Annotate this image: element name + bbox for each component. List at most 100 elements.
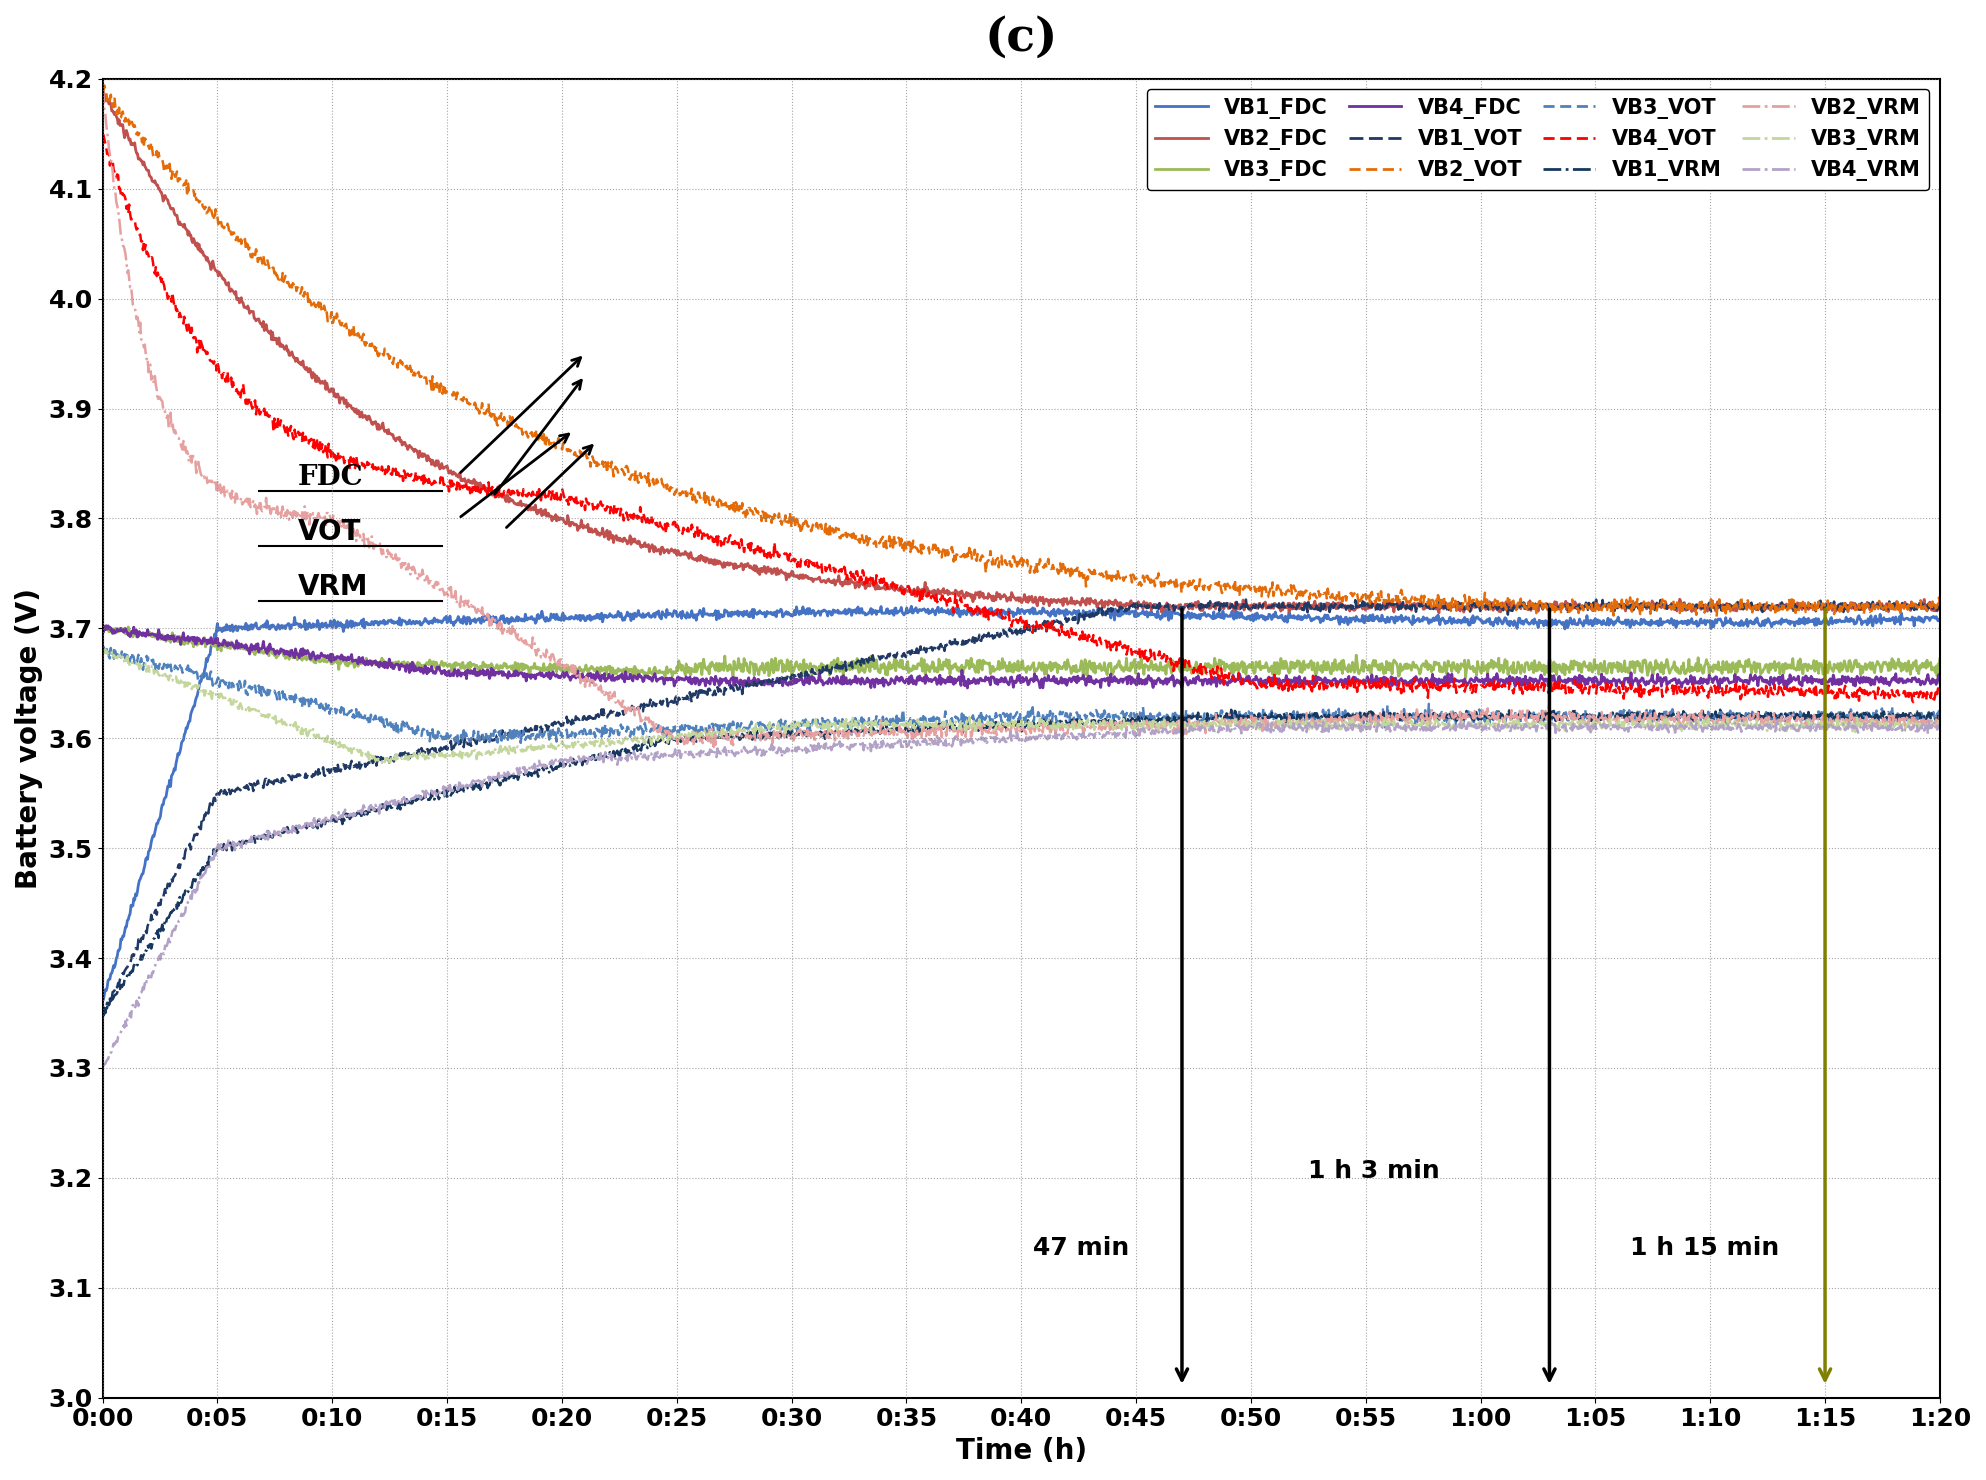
Legend: VB1_FDC, VB2_FDC, VB3_FDC, VB4_FDC, VB1_VOT, VB2_VOT, VB3_VOT, VB4_VOT, VB1_VRM,: VB1_FDC, VB2_FDC, VB3_FDC, VB4_FDC, VB1_… <box>1148 89 1930 189</box>
VB3_VRM <box>1877 719 1901 737</box>
VB1_FDC <box>1539 614 1563 632</box>
Text: 1 h 15 min: 1 h 15 min <box>1631 1236 1779 1259</box>
VB2_VRM <box>1875 712 1899 730</box>
VB1_VOT <box>1877 596 1901 614</box>
VB2_FDC <box>1928 596 1952 614</box>
Text: 1 h 3 min: 1 h 3 min <box>1309 1159 1440 1183</box>
VB3_VOT <box>1539 706 1563 724</box>
VB1_FDC <box>1875 613 1899 630</box>
VB1_FDC <box>985 605 1009 623</box>
VB4_FDC <box>93 617 117 635</box>
VB3_FDC <box>937 651 961 669</box>
VB2_VRM <box>91 78 115 96</box>
VB3_FDC <box>626 670 649 688</box>
VB2_VOT <box>1875 599 1899 617</box>
VB3_VOT <box>185 665 209 682</box>
VB2_VOT <box>93 77 117 95</box>
Text: VRM: VRM <box>298 573 367 601</box>
VB1_VRM <box>185 869 209 887</box>
VB1_FDC <box>935 601 959 619</box>
Line: VB3_FDC: VB3_FDC <box>103 626 1940 679</box>
VB3_VRM <box>985 715 1009 733</box>
VB3_VRM <box>1875 719 1899 737</box>
VB4_VRM <box>1928 718 1952 736</box>
VB3_FDC <box>1877 662 1901 679</box>
VB4_FDC <box>935 669 959 687</box>
VB2_VRM <box>701 739 725 756</box>
VB2_FDC <box>91 83 115 101</box>
VB4_FDC <box>1708 679 1732 697</box>
VB4_FDC <box>1928 673 1952 691</box>
VB2_FDC <box>1875 599 1899 617</box>
VB1_VOT <box>935 635 959 653</box>
VB3_FDC <box>985 659 1009 676</box>
VB3_VRM <box>1928 718 1952 736</box>
Line: VB3_VOT: VB3_VOT <box>103 647 1940 743</box>
VB2_VOT <box>985 551 1009 568</box>
VB1_VRM <box>1875 704 1899 722</box>
VB1_FDC <box>185 688 209 706</box>
Line: VB1_VRM: VB1_VRM <box>103 710 1940 1014</box>
VB2_FDC <box>983 591 1007 608</box>
VB4_VOT <box>1875 684 1899 702</box>
VB4_FDC <box>1539 669 1563 687</box>
VB3_VRM <box>93 641 117 659</box>
VB4_VOT <box>1873 687 1897 704</box>
Text: FDC: FDC <box>298 465 363 491</box>
VB4_VRM <box>1766 712 1789 730</box>
VB1_FDC <box>1875 611 1899 629</box>
VB1_VOT <box>985 622 1009 639</box>
VB3_FDC <box>1875 656 1899 673</box>
VB4_VRM <box>185 881 209 898</box>
VB4_VOT <box>1928 684 1952 702</box>
VB4_VOT <box>935 598 959 616</box>
VB2_FDC <box>1539 596 1563 614</box>
VB1_VRM <box>1219 702 1243 719</box>
Line: VB1_VOT: VB1_VOT <box>103 599 1940 1015</box>
VB4_VRM <box>983 725 1007 743</box>
Line: VB2_VRM: VB2_VRM <box>103 87 1940 747</box>
VB4_VOT <box>91 126 115 144</box>
VB2_FDC <box>935 582 959 599</box>
VB2_FDC <box>1428 604 1452 622</box>
VB1_VOT <box>185 826 209 844</box>
VB4_VOT <box>1537 678 1561 696</box>
VB1_VOT <box>1928 596 1952 614</box>
VB3_FDC <box>93 617 117 635</box>
VB3_VOT <box>1877 703 1901 721</box>
VB3_VOT <box>985 707 1009 725</box>
VB1_VRM <box>91 1000 115 1018</box>
VB4_FDC <box>985 670 1009 688</box>
Text: 47 min: 47 min <box>1033 1236 1128 1259</box>
VB2_VOT <box>91 80 115 98</box>
Line: VB1_FDC: VB1_FDC <box>103 607 1940 1000</box>
VB1_VOT <box>1539 595 1563 613</box>
VB2_VOT <box>1877 598 1901 616</box>
VB4_FDC <box>185 629 209 647</box>
VB2_VOT <box>1928 595 1952 613</box>
VB1_VRM <box>93 1005 117 1023</box>
VB1_VRM <box>1539 706 1563 724</box>
VB3_VOT <box>937 715 961 733</box>
VB1_VRM <box>1877 704 1901 722</box>
VB1_VRM <box>935 719 959 737</box>
VB3_VOT <box>91 638 115 656</box>
VB3_VRM <box>937 715 961 733</box>
VB1_FDC <box>1928 611 1952 629</box>
VB1_VOT <box>91 1006 115 1024</box>
VB2_FDC <box>185 237 209 255</box>
VB4_VRM <box>1875 721 1899 739</box>
VB4_FDC <box>1875 675 1899 693</box>
VB1_VOT <box>91 1000 115 1018</box>
Line: VB4_FDC: VB4_FDC <box>103 626 1940 688</box>
VB3_FDC <box>91 622 115 639</box>
VB2_VOT <box>185 191 209 209</box>
VB2_VOT <box>1704 608 1728 626</box>
VB3_VOT <box>1875 706 1899 724</box>
VB4_VRM <box>935 736 959 753</box>
VB2_VOT <box>935 546 959 564</box>
VB4_VRM <box>91 1060 115 1077</box>
VB4_VRM <box>1537 718 1561 736</box>
VB2_VRM <box>985 727 1009 744</box>
VB3_VRM <box>369 753 393 771</box>
